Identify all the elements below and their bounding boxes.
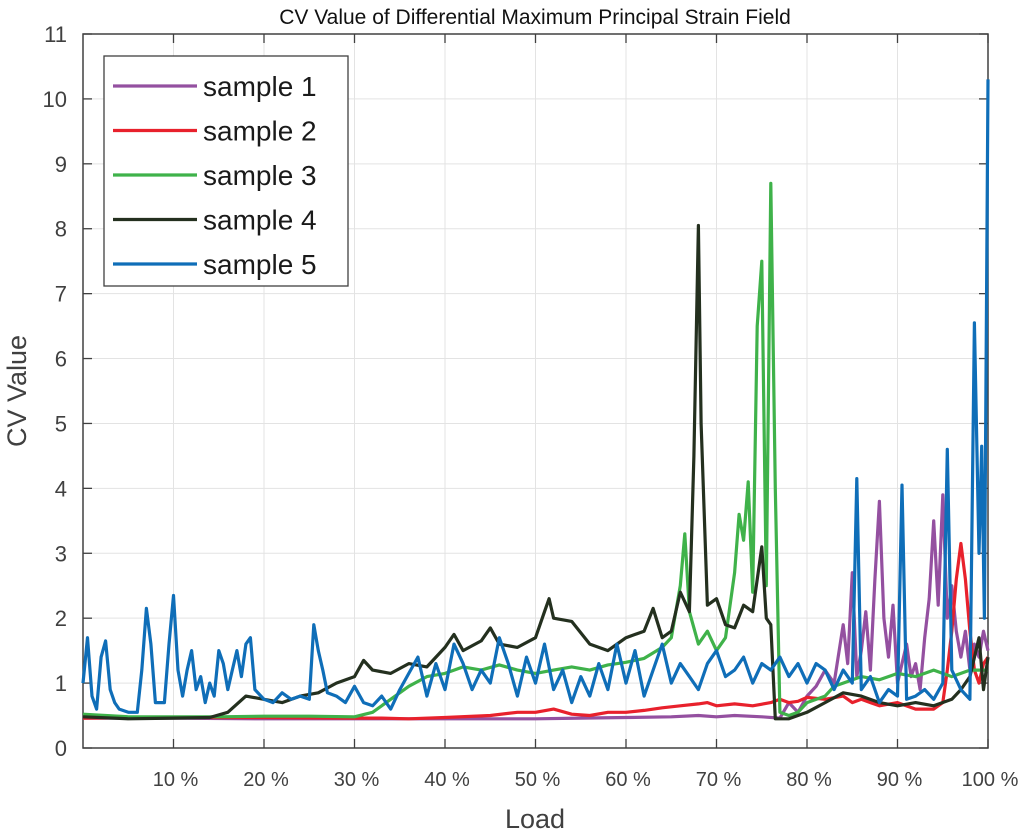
legend-label-3: sample 3 [203,160,317,191]
legend-box [103,55,349,287]
axis-ticks [83,33,989,749]
x-tick-label: 40 % [424,769,470,791]
x-tick-label: 90 % [877,769,923,791]
series-line-3 [82,181,988,719]
x-axis-label: Load [505,804,565,832]
x-tick-label: 100 % [962,769,1019,791]
x-tick-label: 10 % [153,769,199,791]
y-tick-label: 0 [55,736,67,761]
series-line-5 [81,79,990,714]
y-axis-label: CV Value [2,335,32,447]
y-tick-label: 1 [55,671,67,696]
y-tick-label: 7 [55,282,67,307]
y-tick-label: 11 [44,22,67,47]
x-tick-label: 30 % [334,769,380,791]
legend-label-5: sample 5 [203,249,317,280]
y-tick-label: 2 [55,606,67,631]
legend-label-2: sample 2 [203,116,317,147]
series-line-1 [83,493,990,721]
y-tick-label: 6 [55,347,67,372]
y-tick-label: 4 [55,476,67,501]
series-line-4 [82,223,990,721]
x-tick-label: 80 % [786,769,832,791]
chart-title: CV Value of Differential Maximum Princip… [279,6,791,29]
y-tick-label: 10 [43,87,67,112]
legend-label-4: sample 4 [203,205,317,236]
x-tick-label: 60 % [605,769,651,791]
legend-label-1: sample 1 [203,71,317,102]
x-tick-label: 20 % [243,769,289,791]
series-lines [81,79,990,721]
y-tick-label: 8 [55,217,67,242]
y-tick-label: 9 [55,152,67,177]
legend: sample 1 sample 2 sample 3 sample 4 sample 5 [103,55,349,287]
y-tick-label: 5 [55,411,67,436]
y-tick-label: 3 [55,541,67,566]
x-tick-label: 70 % [696,769,742,791]
x-tick-label: 50 % [515,769,561,791]
